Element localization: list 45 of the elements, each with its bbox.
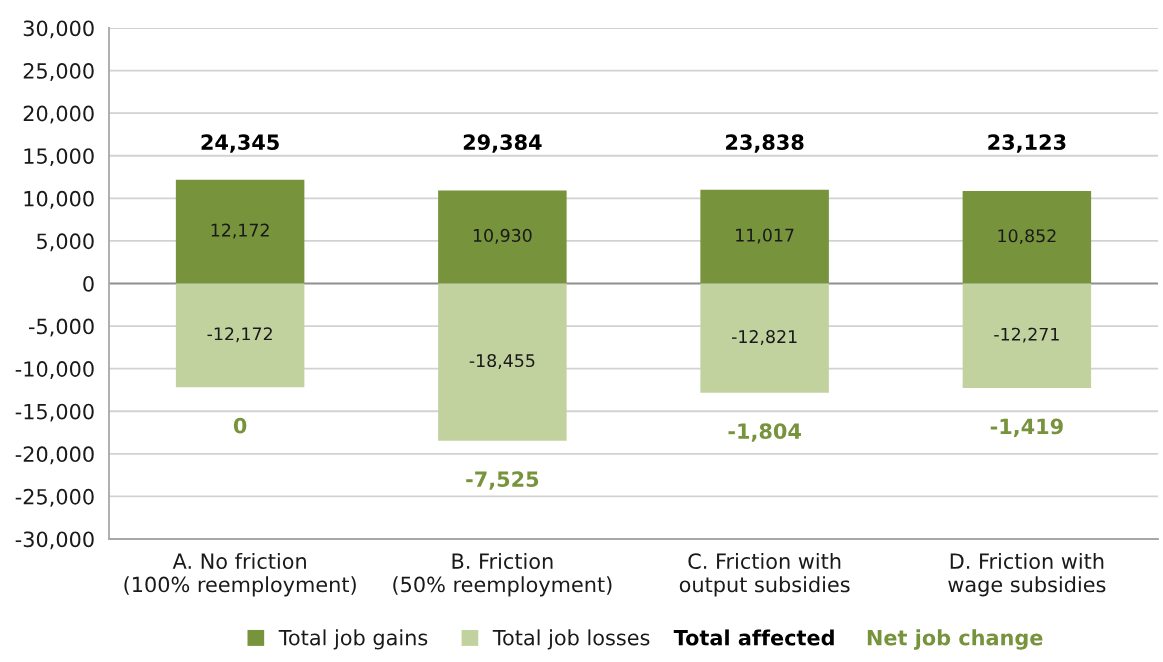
y-tick-label: 0 [83, 275, 94, 292]
legend-label: Total job losses [492, 629, 650, 650]
x-tick-label: A. No friction (100% reemployment) [124, 552, 356, 597]
bar [962, 283, 1092, 389]
y-tick-label: 25,000 [23, 63, 94, 81]
bar [175, 179, 305, 284]
bar [438, 190, 567, 284]
total-label: 0 [233, 417, 247, 434]
bar [962, 191, 1092, 284]
x-tick-label: C. Friction with output subsidies [679, 552, 850, 597]
x-tick-label: D. Friction with wage subsidies [948, 552, 1106, 597]
annotation: 23,123 [988, 134, 1066, 153]
y-tick-label: 10,000 [24, 190, 94, 209]
data-label: -12,821 [731, 330, 797, 345]
y-tick-label: -5,000 [28, 318, 94, 337]
data-label: -12,271 [994, 327, 1059, 343]
text: Total affected [673, 629, 834, 646]
bar [438, 283, 567, 441]
x-tick-label: B. Friction (50% reemployment) [393, 552, 612, 597]
bar [175, 283, 305, 388]
y-tick-label: 15,000 [24, 148, 94, 167]
text: Net job change [867, 629, 1043, 650]
annotation: 23,838 [726, 134, 804, 153]
data-label: 10,852 [998, 229, 1056, 245]
y-tick-label: 30,000 [23, 20, 94, 39]
total-label: -1,804 [728, 423, 801, 442]
y-tick-label: 5,000 [37, 233, 94, 252]
y-tick-label: -20,000 [15, 446, 94, 465]
total-label: -1,419 [990, 418, 1063, 437]
data-label: -12,172 [207, 327, 272, 343]
y-tick-label: -10,000 [15, 361, 94, 379]
data-label: -18,455 [469, 353, 535, 369]
y-tick-label: -15,000 [15, 403, 94, 422]
annotation: 24,345 [201, 134, 279, 153]
legend-label: Total job gains [278, 629, 428, 650]
data-label: 10,930 [473, 228, 532, 244]
bar [700, 189, 829, 284]
data-label: 12,172 [211, 223, 269, 239]
annotation: 29,384 [463, 134, 542, 153]
bar [700, 283, 829, 393]
y-tick-label: -30,000 [15, 531, 94, 550]
total-label: -7,525 [466, 471, 539, 490]
y-tick-label: -25,000 [15, 488, 94, 507]
data-label: 11,017 [736, 228, 794, 244]
y-tick-label: 20,000 [23, 105, 94, 124]
